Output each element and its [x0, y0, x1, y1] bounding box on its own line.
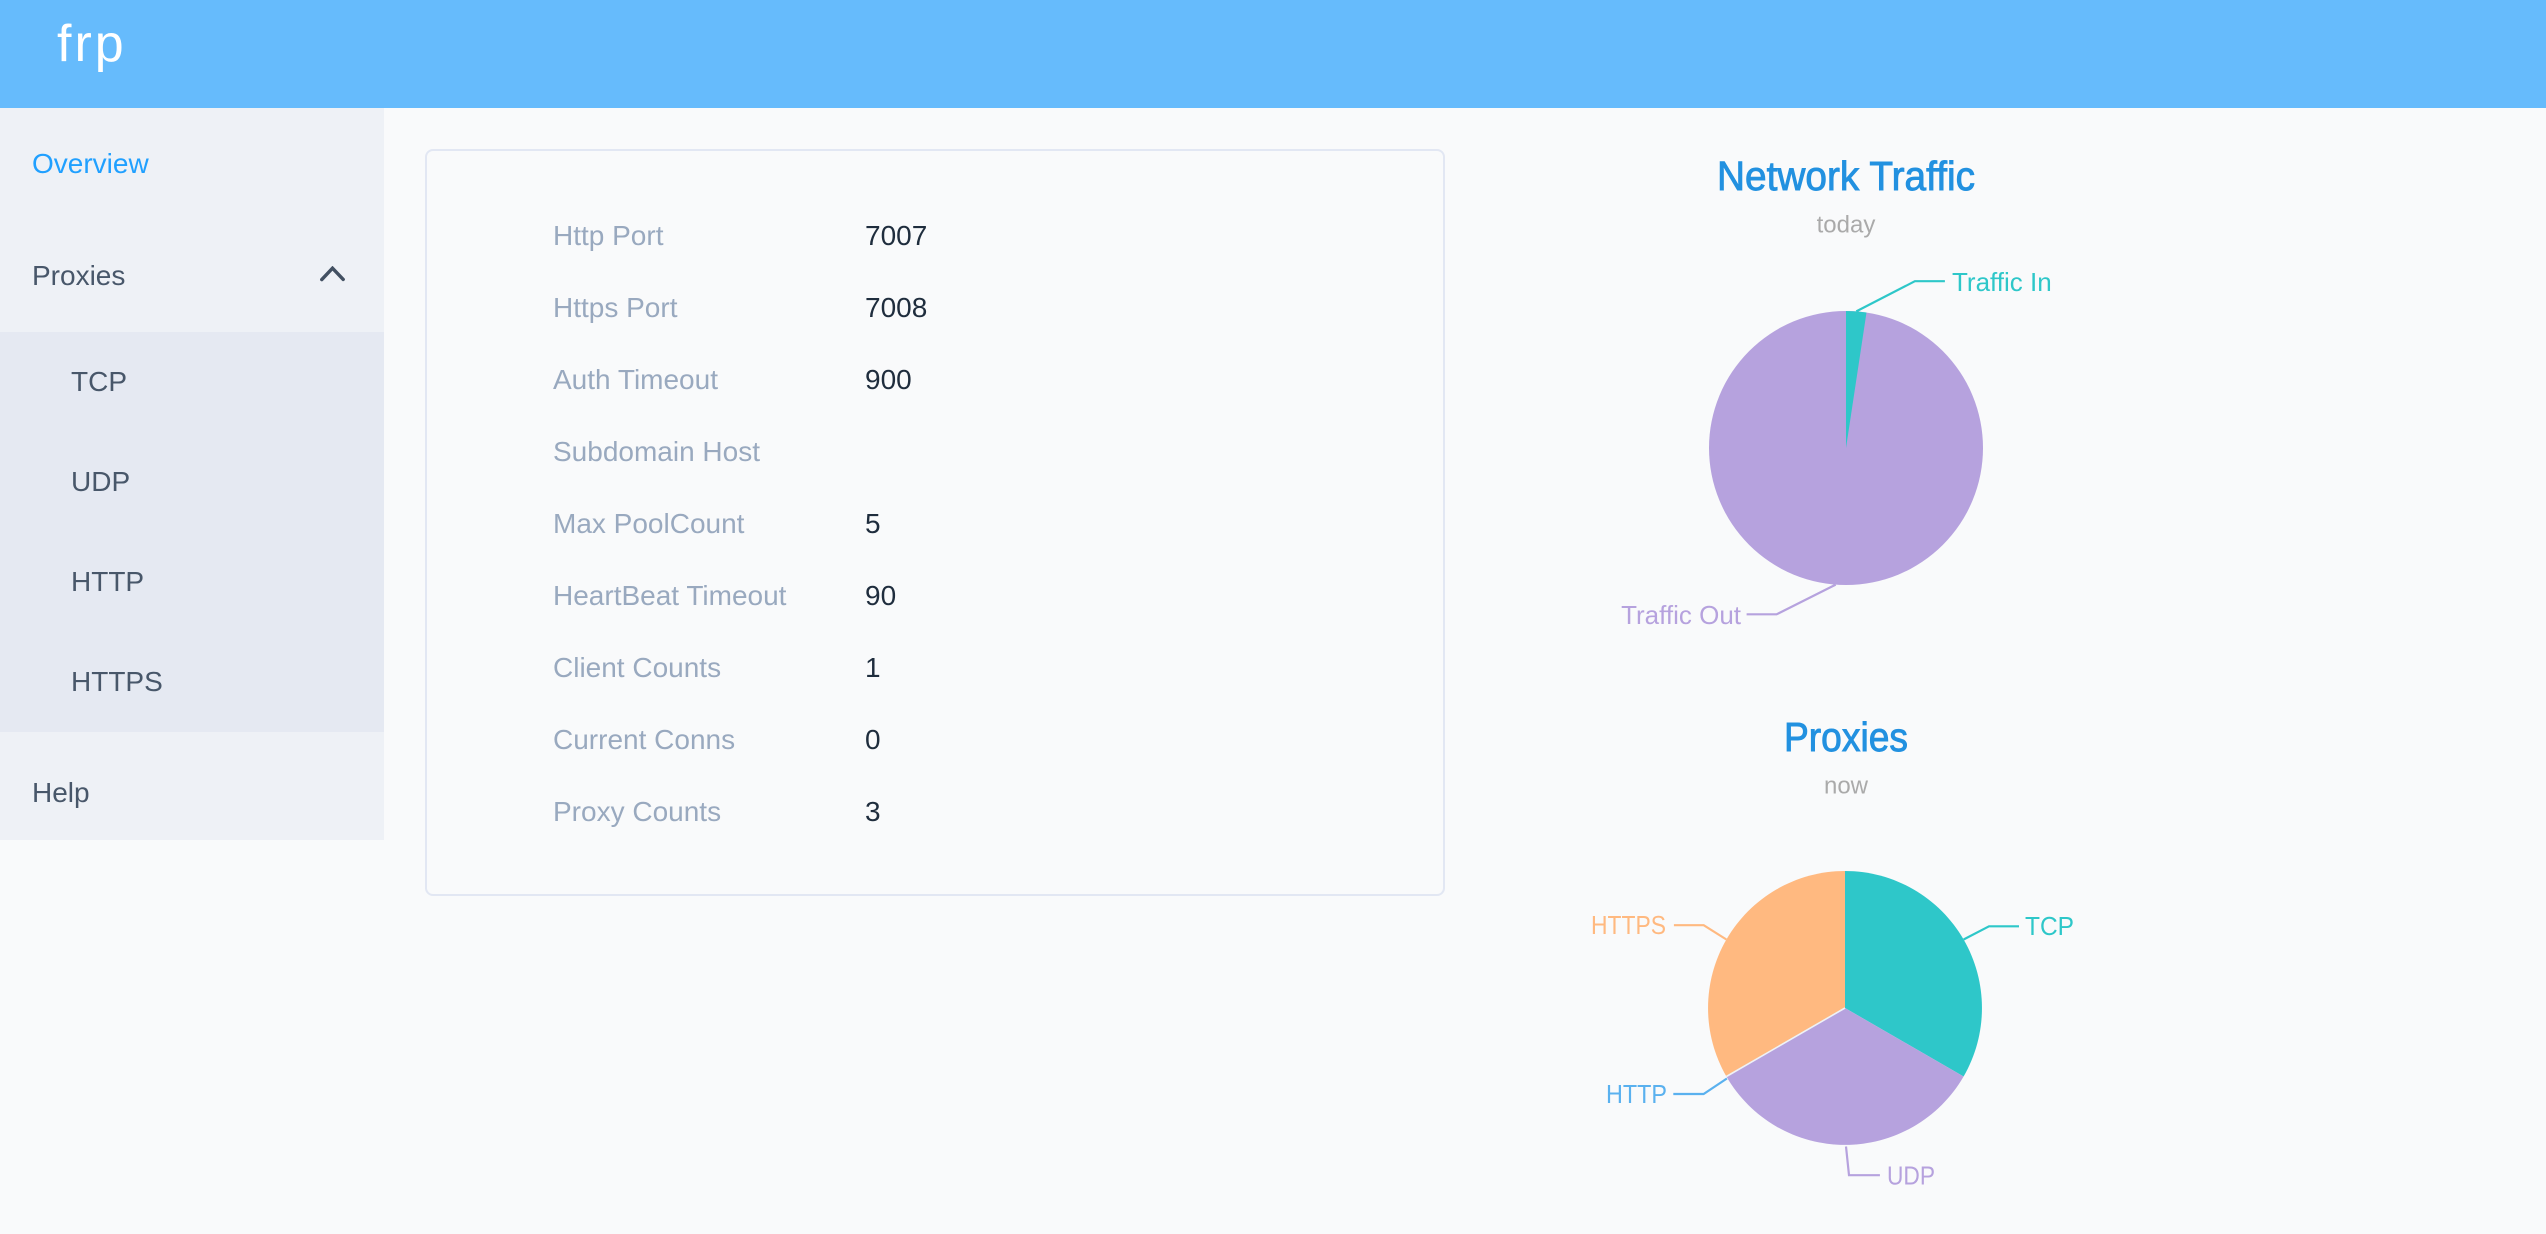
svg-text:Network Traffic: Network Traffic [1717, 153, 1975, 199]
svg-text:HTTP: HTTP [1606, 1079, 1667, 1109]
svg-text:HTTPS: HTTPS [1591, 910, 1666, 940]
svg-text:today: today [1817, 212, 1876, 239]
svg-text:UDP: UDP [1887, 1161, 1935, 1191]
svg-text:Traffic In: Traffic In [1952, 267, 2052, 297]
svg-text:Traffic Out: Traffic Out [1621, 600, 1742, 630]
svg-text:Proxies: Proxies [1784, 714, 1908, 760]
svg-text:now: now [1824, 773, 1869, 800]
svg-text:TCP: TCP [2025, 911, 2074, 941]
